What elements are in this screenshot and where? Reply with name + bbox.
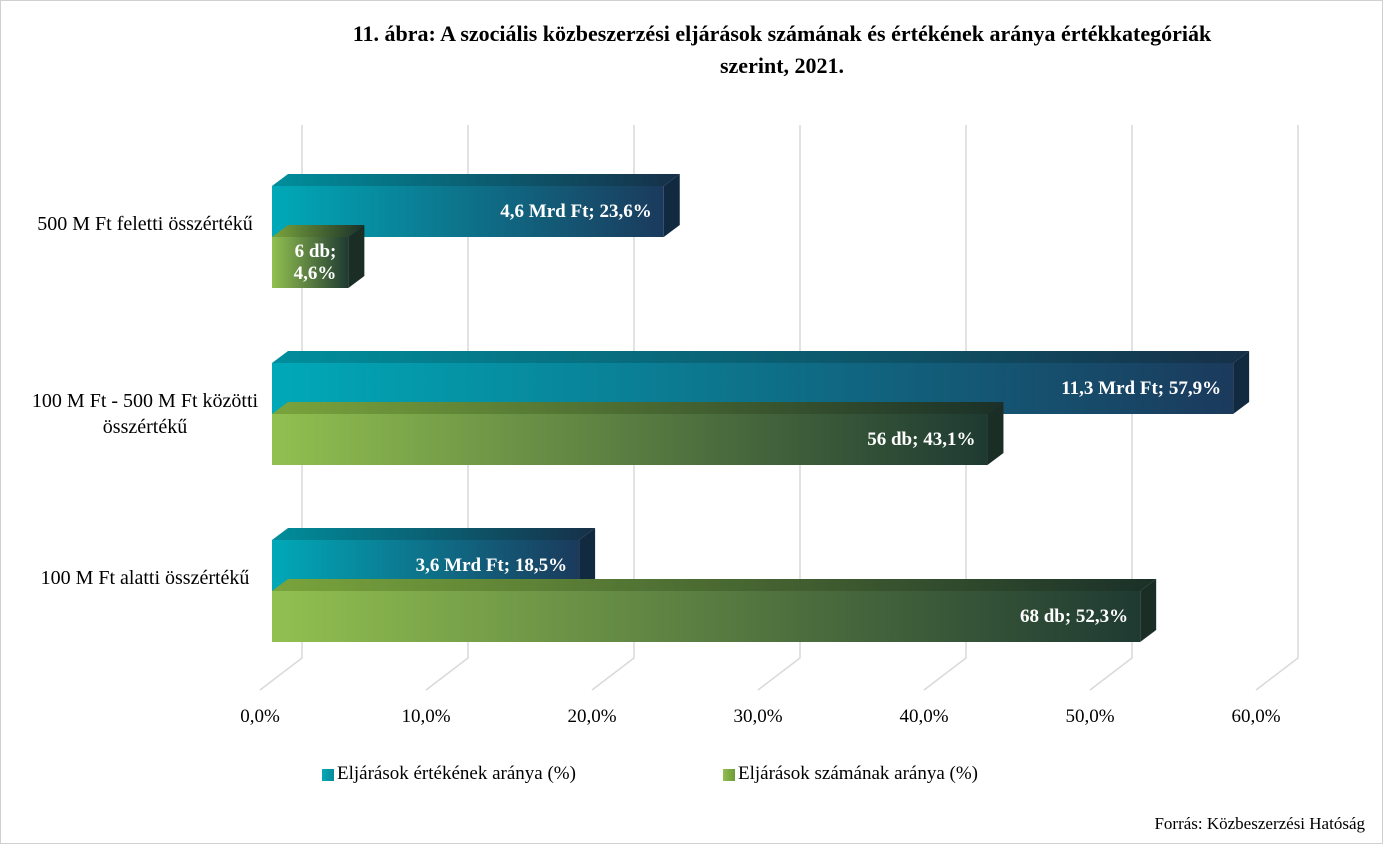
bar-side [348, 225, 365, 288]
x-tick-label: 30,0% [733, 706, 783, 727]
bar-top [272, 528, 596, 540]
data-label: 56 db; 43,1% [867, 428, 976, 450]
bar-top [272, 225, 365, 237]
bar-top [272, 402, 1004, 414]
bar-side [1140, 579, 1157, 642]
bar [272, 237, 349, 288]
legend-swatch [723, 769, 735, 781]
x-tick-label: 10,0% [401, 706, 451, 727]
x-tick-label: 50,0% [1065, 706, 1115, 727]
bar-side [1233, 351, 1250, 414]
bar-top [272, 174, 680, 186]
x-tick-label: 0,0% [240, 706, 280, 727]
source: Forrás: Közbeszerzési Hatóság [1154, 814, 1365, 833]
bar-side [663, 174, 680, 237]
bar-top [272, 351, 1250, 363]
legend-label: Eljárások számának aránya (%) [738, 763, 979, 784]
category-label: 500 M Ft feletti összértékű [37, 213, 253, 235]
grid-line [259, 125, 303, 691]
chart-title: 11. ábra: A szociális közbeszerzési eljá… [352, 21, 1212, 78]
bar-side [987, 402, 1004, 465]
grid-line [591, 125, 635, 691]
category-label: 100 M Ft - 500 M Ft közötti összértékű [31, 390, 259, 438]
bar [272, 414, 988, 465]
grid-line [757, 125, 801, 691]
bar-side [579, 528, 596, 591]
data-label: 3,6 Mrd Ft; 18,5% [415, 554, 568, 576]
data-label: 68 db; 52,3% [1019, 605, 1129, 627]
x-tick-label: 40,0% [899, 706, 949, 727]
grid-line [1255, 125, 1299, 691]
bar [272, 591, 1141, 642]
data-label: 6 db; 4,6% [293, 240, 337, 284]
data-label: 4,6 Mrd Ft; 23,6% [500, 200, 652, 222]
legend-label: Eljárások értékének aránya (%) [337, 763, 576, 784]
bar-top [272, 579, 1157, 591]
legend-swatch [322, 769, 334, 781]
grid-line [923, 125, 967, 691]
category-label: 100 M Ft alatti összértékű [40, 567, 250, 589]
grid-line [1089, 125, 1133, 691]
data-label: 11,3 Mrd Ft; 57,9% [1061, 377, 1222, 399]
x-tick-label: 60,0% [1231, 706, 1281, 727]
grid-line [425, 125, 469, 691]
x-tick-label: 20,0% [567, 706, 617, 727]
